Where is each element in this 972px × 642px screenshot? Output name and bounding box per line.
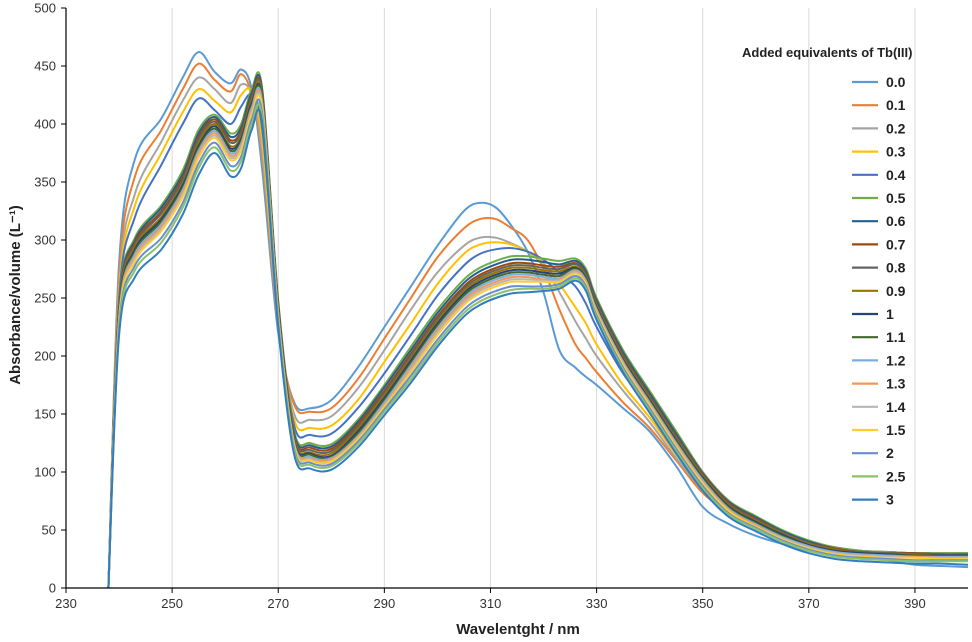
legend-label-1.3: 1.3 [886, 376, 906, 392]
x-tick-label: 290 [374, 596, 396, 611]
legend-label-1.5: 1.5 [886, 422, 906, 438]
legend-label-0.5: 0.5 [886, 190, 906, 206]
legend-label-1.1: 1.1 [886, 329, 906, 345]
legend-label-0.2: 0.2 [886, 120, 906, 136]
series-line-1.1 [107, 84, 969, 589]
x-tick-label: 350 [692, 596, 714, 611]
series-layer [107, 51, 969, 589]
x-axis-title: Wavelentght / nm [456, 621, 580, 638]
x-tick-label: 230 [55, 596, 77, 611]
series-line-0.0 [107, 51, 969, 589]
legend-label-1: 1 [886, 306, 894, 322]
y-tick-label: 500 [34, 1, 56, 16]
series-line-1.2 [107, 86, 968, 589]
legend-label-3: 3 [886, 492, 894, 508]
x-tick-label: 370 [798, 596, 820, 611]
legend-label-0.4: 0.4 [886, 167, 906, 183]
legend-label-0.1: 0.1 [886, 97, 906, 113]
legend-title: Added equivalents of Tb(III) [742, 45, 912, 60]
y-axis-title: Absorbance/volume (L⁻¹) [7, 205, 24, 385]
y-tick-label: 100 [34, 465, 56, 480]
y-tick-label: 400 [34, 117, 56, 132]
grid [171, 8, 916, 588]
legend-label-0.8: 0.8 [886, 260, 906, 276]
series-line-0.8 [107, 78, 968, 589]
legend-label-0.6: 0.6 [886, 213, 906, 229]
series-line-0.9 [107, 80, 969, 589]
series-line-2 [107, 98, 968, 589]
legend-label-0.9: 0.9 [886, 283, 906, 299]
legend-label-2: 2 [886, 445, 894, 461]
y-tick-label: 150 [34, 407, 56, 422]
legend-label-0.0: 0.0 [886, 74, 906, 90]
y-tick-label: 0 [49, 581, 56, 596]
series-line-1 [107, 82, 968, 589]
x-tick-label: 250 [161, 596, 183, 611]
series-line-2.5 [107, 103, 968, 589]
x-tick-label: 270 [267, 596, 289, 611]
series-line-3 [107, 108, 969, 589]
y-tick-label: 300 [34, 233, 56, 248]
legend-label-2.5: 2.5 [886, 468, 906, 484]
legend-label-0.7: 0.7 [886, 236, 906, 252]
y-tick-label: 350 [34, 175, 56, 190]
y-tick-label: 50 [42, 523, 56, 538]
x-tick-label: 310 [480, 596, 502, 611]
legend-label-1.4: 1.4 [886, 399, 906, 415]
legend: Added equivalents of Tb(III) 0.0 0.1 0.2 0.… [742, 45, 912, 508]
y-tick-label: 250 [34, 291, 56, 306]
axes [61, 7, 968, 593]
ticks: 230 250 270 290 310 330 350 370 390 0 50 100 150 200 2… [34, 1, 925, 612]
y-tick-label: 450 [34, 59, 56, 74]
legend-label-0.3: 0.3 [886, 144, 906, 160]
y-tick-label: 200 [34, 349, 56, 364]
series-line-0.5 [107, 71, 968, 589]
legend-label-1.2: 1.2 [886, 352, 906, 368]
x-tick-label: 390 [904, 596, 926, 611]
x-tick-label: 330 [586, 596, 608, 611]
